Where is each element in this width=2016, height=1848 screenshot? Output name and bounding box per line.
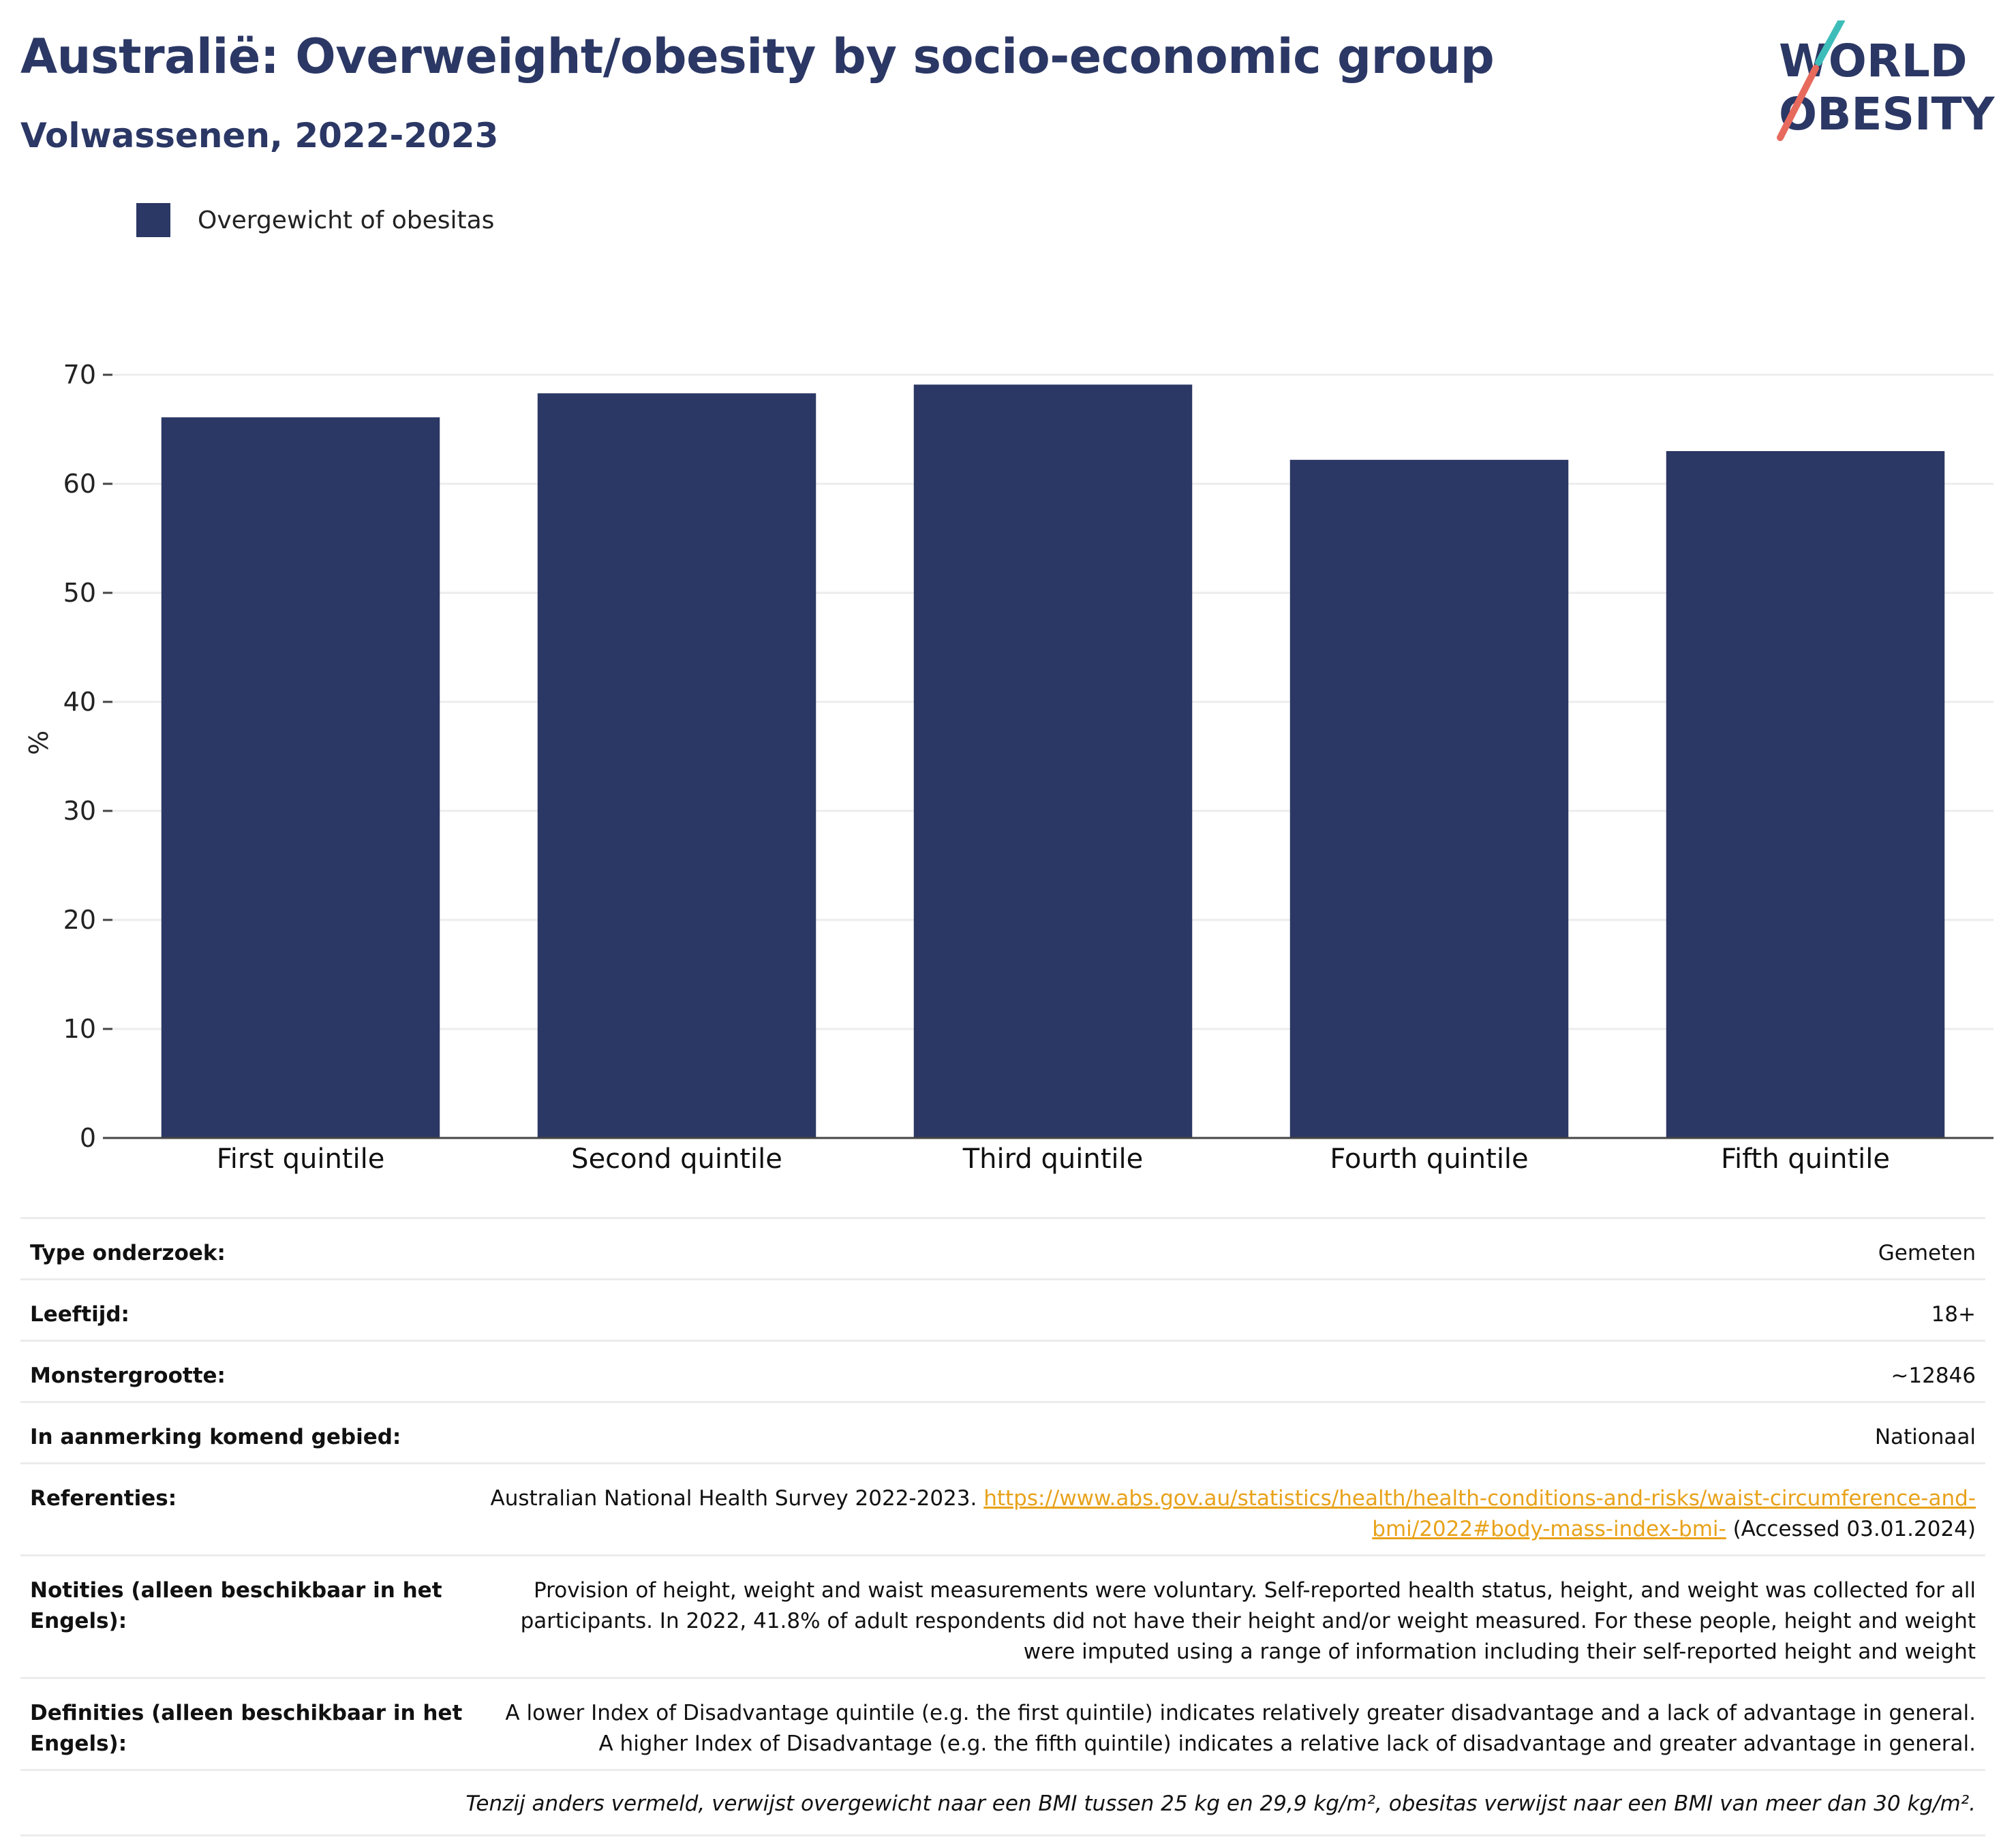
chart-subtitle: Volwassenen, 2022-2023 xyxy=(20,116,499,155)
metadata-table: Type onderzoek: Gemeten Leeftijd: 18+ Mo… xyxy=(20,1217,1985,1836)
x-tick-label: Fourth quintile xyxy=(1330,1143,1528,1175)
chart-title: Australië: Overweight/obesity by socio-e… xyxy=(20,29,1495,84)
legend-swatch xyxy=(136,203,170,237)
meta-row-age: Leeftijd: 18+ xyxy=(20,1278,1985,1341)
footnote: Tenzij anders vermeld, verwijst overgewi… xyxy=(20,1769,1985,1836)
y-tick-label: 50 xyxy=(63,578,96,608)
axes: 0 10 20 30 40 50 60 70 First quintile Second quin… xyxy=(63,360,1994,1175)
bar-chart: 0 10 20 30 40 50 60 70 First quintile Second quin… xyxy=(24,360,1994,1175)
meta-row-survey-type: Type onderzoek: Gemeten xyxy=(20,1217,1985,1280)
world-obesity-logo: WORLD OBESITY xyxy=(1777,20,1996,141)
logo-line2: OBESITY xyxy=(1779,88,1996,140)
definitions-value: A lower Index of Disadvantage quintile (… xyxy=(476,1677,1985,1770)
meta-label: In aanmerking komend gebied: xyxy=(20,1401,476,1464)
meta-row-footnote: Tenzij anders vermeld, verwijst overgewi… xyxy=(20,1769,1985,1836)
meta-label: Type onderzoek: xyxy=(20,1217,476,1280)
legend: Overgewicht of obesitas xyxy=(136,203,494,237)
references-link[interactable]: https://www.abs.gov.au/statistics/health… xyxy=(983,1486,1976,1541)
bar-5 xyxy=(1666,451,1945,1138)
meta-value: 18+ xyxy=(476,1278,1985,1341)
meta-value: ~12846 xyxy=(476,1340,1985,1402)
references-label: Referenties: xyxy=(20,1462,476,1556)
notes-label: Notities (alleen beschikbaar in het Enge… xyxy=(20,1554,476,1678)
y-tick-label: 30 xyxy=(63,796,96,826)
logo-red-slash xyxy=(1777,65,1819,141)
y-tick-label: 10 xyxy=(63,1014,96,1044)
references-suffix: (Accessed 03.01.2024) xyxy=(1726,1517,1976,1541)
meta-value: Gemeten xyxy=(476,1217,1985,1280)
y-tick-label: 40 xyxy=(63,687,96,717)
meta-value: Nationaal xyxy=(476,1401,1985,1464)
meta-row-definitions: Definities (alleen beschikbaar in het En… xyxy=(20,1677,1985,1770)
meta-label: Monstergrootte: xyxy=(20,1340,476,1402)
bar-2 xyxy=(537,393,816,1139)
bars xyxy=(161,384,1945,1139)
y-tick-label: 60 xyxy=(63,469,96,499)
bar-1 xyxy=(161,417,440,1138)
bar-4 xyxy=(1289,459,1569,1138)
x-tick-label: Second quintile xyxy=(571,1143,782,1175)
meta-row-notes: Notities (alleen beschikbaar in het Enge… xyxy=(20,1554,1985,1678)
notes-value: Provision of height, weight and waist me… xyxy=(476,1554,1985,1678)
y-tick-label: 70 xyxy=(63,360,96,390)
bar-3 xyxy=(913,384,1193,1138)
legend-label: Overgewicht of obesitas xyxy=(198,206,495,234)
x-tick-label: Fifth quintile xyxy=(1721,1143,1890,1175)
definitions-label: Definities (alleen beschikbaar in het En… xyxy=(20,1677,476,1770)
logo-teal-slash xyxy=(1815,20,1845,66)
x-tick-label: First quintile xyxy=(217,1143,385,1175)
y-axis-label: % xyxy=(24,730,54,755)
meta-row-sample-size: Monstergrootte: ~12846 xyxy=(20,1340,1985,1402)
references-value: Australian National Health Survey 2022-2… xyxy=(476,1462,1985,1556)
y-tick-label: 0 xyxy=(80,1123,96,1153)
references-prefix: Australian National Health Survey 2022-2… xyxy=(490,1486,984,1511)
meta-row-references: Referenties: Australian National Health … xyxy=(20,1462,1985,1556)
y-tick-label: 20 xyxy=(63,905,96,935)
meta-row-area: In aanmerking komend gebied: Nationaal xyxy=(20,1401,1985,1464)
meta-label: Leeftijd: xyxy=(20,1278,476,1341)
x-tick-label: Third quintile xyxy=(962,1143,1143,1175)
